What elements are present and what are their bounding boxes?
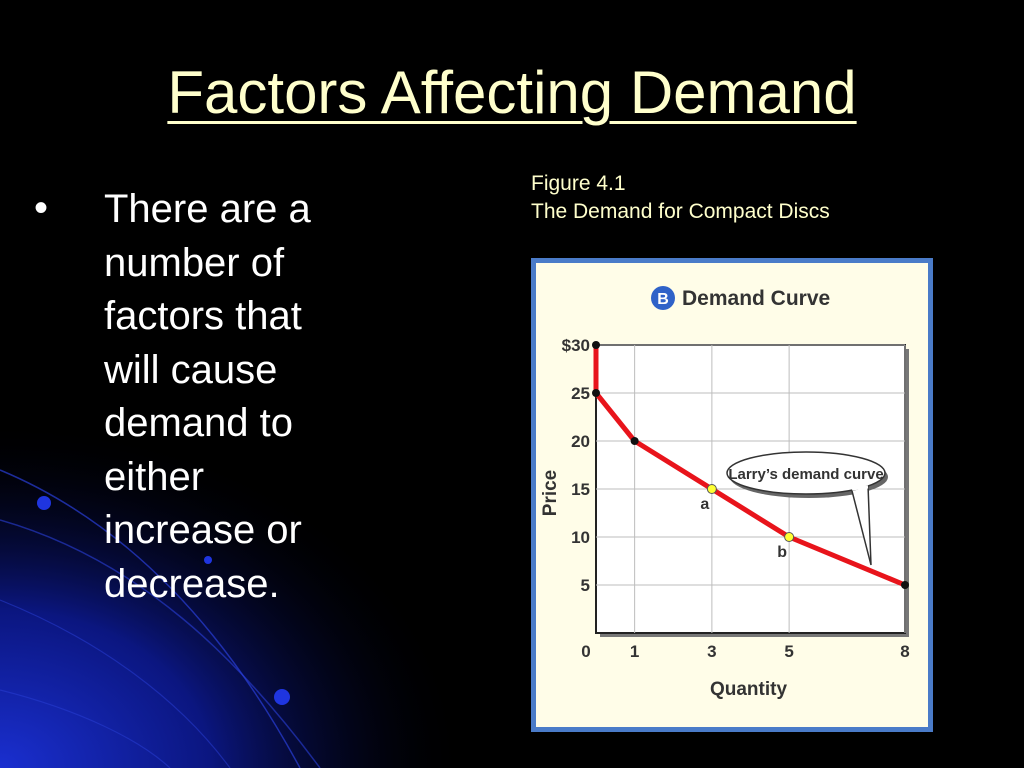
bullet-text: There are a number of factors that will …: [104, 187, 311, 606]
demand-curve-chart: B Demand Curve 5 10 15 20 25 $30 0 1 3 5 8 Quantity…: [540, 286, 910, 700]
figure-caption: Figure 4.1 The Demand for Compact Discs: [531, 170, 830, 226]
decor-dot: [204, 556, 212, 564]
decor-dot: [274, 689, 290, 705]
data-point: [592, 341, 600, 349]
blue-glow: [0, 380, 520, 768]
data-point: [901, 581, 909, 589]
callout-bubble: [726, 451, 886, 495]
highlighted-point: [784, 532, 795, 542]
decor-arc: [0, 469, 301, 768]
demand-curve-line: [593, 342, 908, 588]
x-tick-label: 0: [581, 642, 590, 661]
x-axis-label: Quantity: [710, 679, 787, 700]
data-point: [592, 389, 600, 397]
y-tick-label: 20: [571, 432, 590, 451]
slide-title: Factors Affecting Demand: [167, 59, 857, 126]
plot-area: 5 10 15 20 25 $30 0 1 3 5 8 Quantity Price a b Larry’s …: [540, 336, 910, 700]
point-label: b: [777, 544, 787, 561]
callout-text: Larry’s demand curve: [728, 466, 883, 483]
x-tick-label: 5: [784, 642, 793, 661]
point-label: a: [700, 496, 709, 513]
x-tick-label: 1: [630, 642, 639, 661]
chart-title: Demand Curve: [682, 287, 830, 310]
callout-join: [851, 485, 869, 491]
data-point: [630, 437, 639, 445]
y-tick-label: 25: [571, 384, 590, 403]
decor-dot: [37, 496, 51, 510]
y-axis-label: Price: [540, 470, 561, 516]
x-tick-label: 8: [900, 642, 909, 661]
y-tick-label: 10: [571, 528, 590, 547]
decor-arc: [0, 689, 171, 768]
badge-circle: [651, 286, 675, 310]
decor-arc: [0, 519, 321, 768]
chart-header: B Demand Curve: [651, 286, 830, 310]
y-tick-label: 5: [581, 576, 590, 595]
highlighted-point: [706, 484, 717, 494]
figure-number: Figure 4.1: [531, 172, 626, 195]
figure-description: The Demand for Compact Discs: [531, 200, 830, 223]
bullet-marker: •: [34, 186, 49, 230]
x-tick-label: 3: [707, 642, 716, 661]
y-tick-label: 15: [571, 480, 590, 499]
badge-letter: B: [657, 291, 669, 308]
y-tick-label: $30: [562, 336, 590, 355]
decor-arc: [0, 599, 231, 768]
